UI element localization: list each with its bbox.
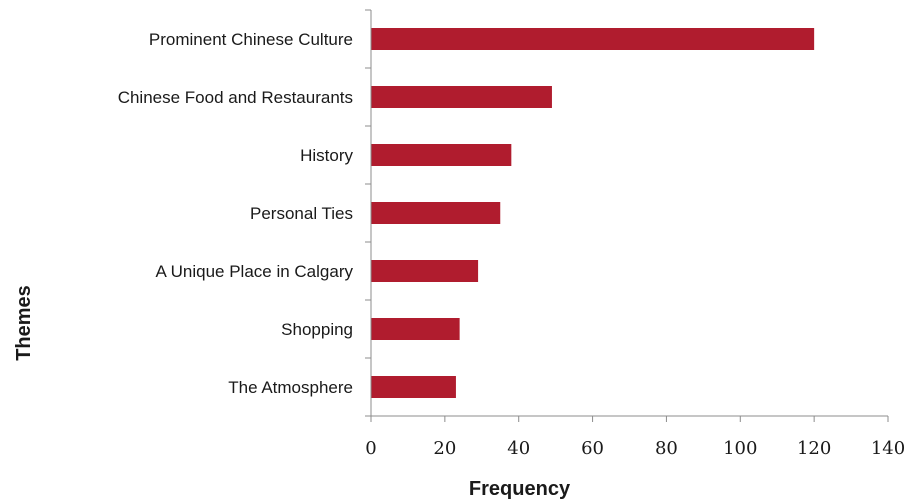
bar-5 xyxy=(371,318,460,340)
category-label-6: The Atmosphere xyxy=(228,378,353,397)
y-axis-title: Themes xyxy=(13,285,35,361)
x-tick-label-4: 80 xyxy=(655,438,678,459)
x-tick-label-6: 120 xyxy=(797,438,831,459)
bars-group xyxy=(371,28,815,398)
x-tick-labels: 0 20 40 60 80 100 120 140 xyxy=(365,438,905,459)
x-axis-title: Frequency xyxy=(469,478,571,500)
category-label-3: Personal Ties xyxy=(250,204,353,223)
x-axis-ticks xyxy=(370,416,889,422)
x-tick-label-5: 100 xyxy=(723,438,757,459)
category-labels: Prominent Chinese Culture Chinese Food an… xyxy=(118,30,354,397)
bar-0 xyxy=(371,28,815,50)
x-tick-label-7: 140 xyxy=(871,438,905,459)
category-label-4: A Unique Place in Calgary xyxy=(155,262,353,281)
bar-6 xyxy=(371,376,456,398)
bar-4 xyxy=(371,260,479,282)
x-tick-label-0: 0 xyxy=(365,438,376,459)
category-label-2: History xyxy=(300,146,353,165)
category-label-1: Chinese Food and Restaurants xyxy=(118,88,353,107)
bar-3 xyxy=(371,202,501,224)
category-label-5: Shopping xyxy=(281,320,353,339)
x-tick-label-3: 60 xyxy=(581,438,604,459)
bar-1 xyxy=(371,86,552,108)
y-axis-ticks xyxy=(365,9,371,417)
x-tick-label-1: 20 xyxy=(433,438,456,459)
category-label-0: Prominent Chinese Culture xyxy=(149,30,353,49)
x-tick-label-2: 40 xyxy=(507,438,530,459)
bar-2 xyxy=(371,144,512,166)
